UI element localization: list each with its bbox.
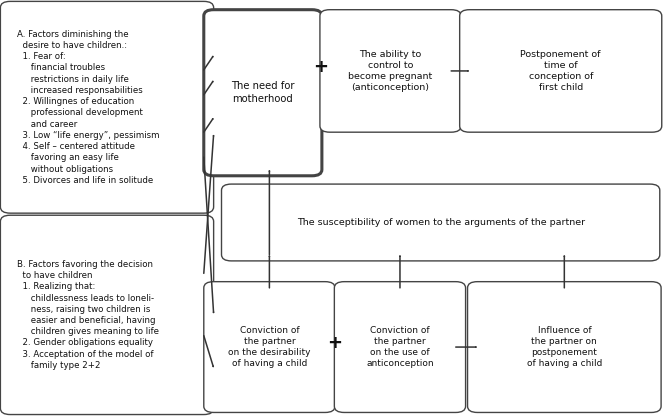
Text: B. Factors favoring the decision
  to have children
  1. Realizing that:
     ch: B. Factors favoring the decision to have… [17,260,159,370]
FancyBboxPatch shape [1,1,213,213]
FancyBboxPatch shape [320,10,461,132]
FancyBboxPatch shape [204,282,335,413]
FancyBboxPatch shape [1,215,213,415]
FancyBboxPatch shape [221,184,660,261]
Text: The ability to
control to
become pregnant
(anticonception): The ability to control to become pregnan… [348,50,432,92]
Text: Conviction of
the partner
on the desirability
of having a child: Conviction of the partner on the desirab… [228,326,311,368]
Text: A. Factors diminishing the
  desire to have children.:
  1. Fear of:
     financ: A. Factors diminishing the desire to hav… [17,30,159,185]
FancyBboxPatch shape [459,10,662,132]
Text: Postponement of
time of
conception of
first child: Postponement of time of conception of fi… [520,50,601,92]
FancyBboxPatch shape [334,282,465,413]
Text: +: + [314,58,328,76]
Text: Influence of
the partner on
postponement
of having a child: Influence of the partner on postponement… [526,326,602,368]
Text: The need for
motherhood: The need for motherhood [231,82,294,104]
Text: The susceptibility of women to the arguments of the partner: The susceptibility of women to the argum… [296,218,585,227]
Text: +: + [327,334,342,352]
Text: Conviction of
the partner
on the use of
anticonception: Conviction of the partner on the use of … [366,326,434,368]
FancyBboxPatch shape [467,282,661,413]
FancyBboxPatch shape [204,10,322,176]
